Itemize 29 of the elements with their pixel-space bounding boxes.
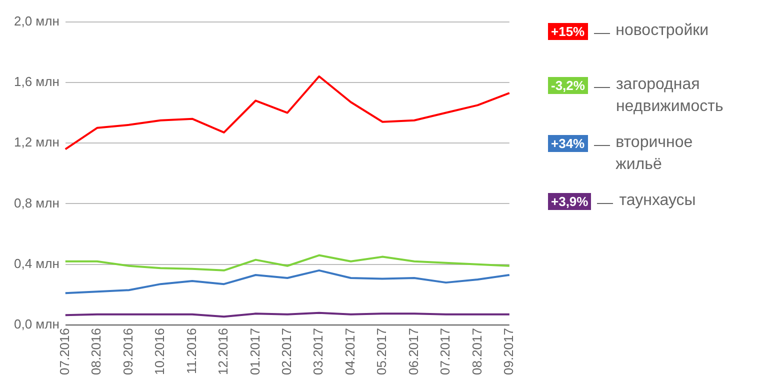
text: новостройки [616, 21, 709, 41]
x-tick-label: 05.2017 [374, 328, 390, 376]
x-tick-label: 09.2017 [500, 328, 516, 376]
x-tick-label: 08.2016 [88, 328, 104, 376]
text: вторичное жильё [616, 133, 694, 175]
x-tick-label: 10.2016 [152, 328, 168, 376]
x-tick-label: 07.2016 [56, 328, 72, 376]
x-tick-label: 12.2016 [216, 328, 231, 376]
y-tick-label: 0,4 млн [14, 256, 60, 271]
text: таунхаусы [619, 191, 696, 211]
y-tick-label: 0,0 млн [14, 316, 60, 332]
y-tick-label: 2,0 млн [14, 13, 60, 28]
x-tick-label: 01.2017 [247, 328, 262, 376]
x-tick-label: 06.2017 [406, 328, 421, 376]
text: +15% [548, 23, 588, 40]
y-tick-label: 1,6 млн [14, 74, 60, 90]
x-tick-label: 03.2017 [310, 328, 326, 376]
x-tick-label: 07.2017 [438, 328, 453, 376]
y-tick-label: 1,2 млн [14, 134, 60, 150]
x-tick-label: 04.2017 [342, 328, 358, 376]
text: +34% [548, 135, 588, 152]
x-tick-label: 11.2016 [184, 328, 199, 374]
text: загородная недвижимость [616, 75, 724, 117]
text: -3,2% [548, 77, 588, 94]
text: +3,9% [548, 193, 592, 210]
x-tick-label: 02.2017 [278, 328, 294, 376]
x-tick-label: 08.2017 [469, 328, 484, 376]
y-tick-label: 0,8 млн [14, 195, 60, 210]
x-tick-label: 09.2016 [120, 328, 136, 376]
